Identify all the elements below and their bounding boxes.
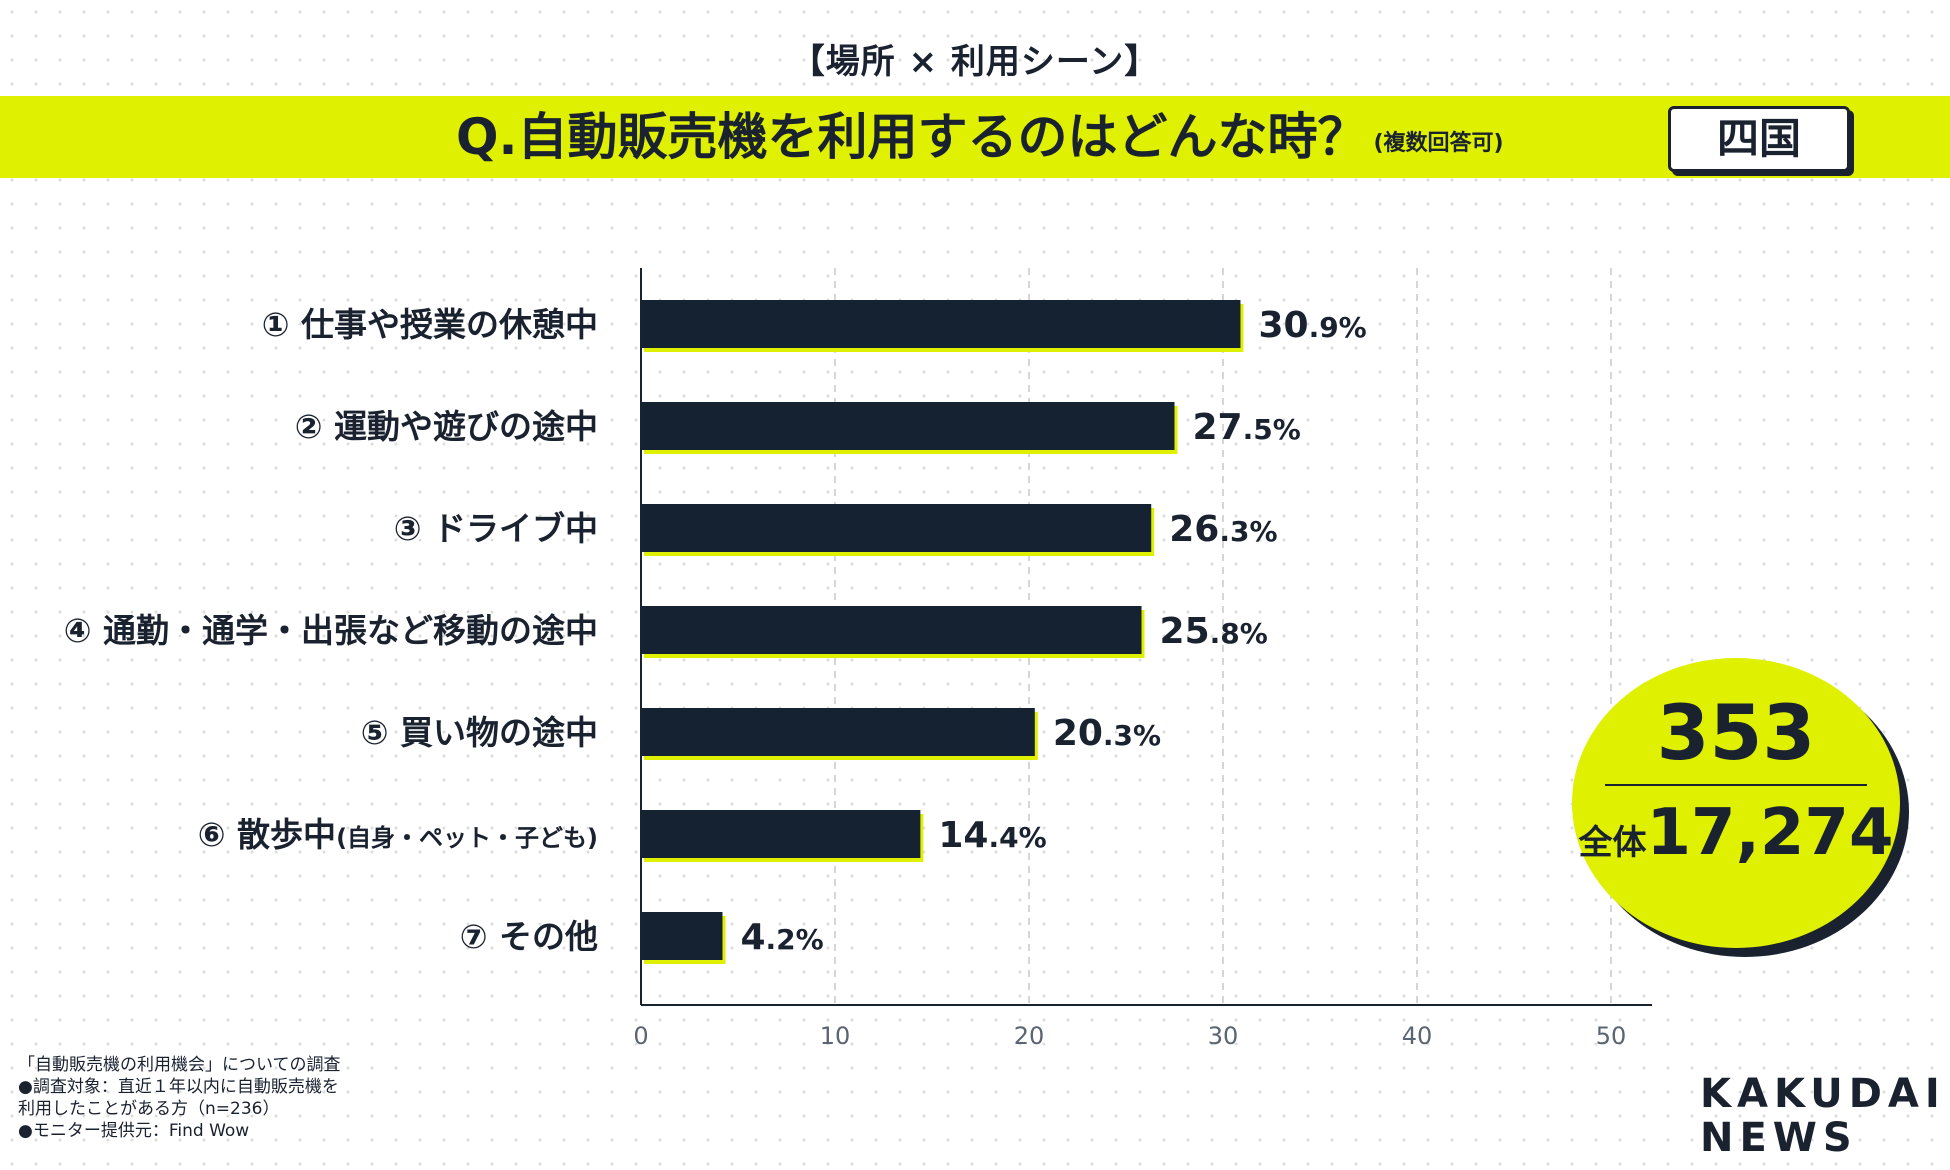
category-label: ④ 通勤・通学・出張など移動の途中 <box>64 611 598 650</box>
summary-divider <box>1605 784 1867 786</box>
question-text: Q.自動販売機を利用するのはどんな時？ <box>456 108 1368 166</box>
summary-total: 全体17,274 <box>1572 796 1900 870</box>
data-label: 27.5% <box>1193 407 1301 448</box>
data-label: 25.8% <box>1160 611 1268 652</box>
data-label: 30.9% <box>1258 305 1366 346</box>
data-label: 20.3% <box>1053 713 1161 754</box>
bar <box>641 810 921 858</box>
category-label: ③ ドライブ中 <box>394 509 598 548</box>
x-tick-label: 20 <box>1014 1022 1045 1050</box>
question-note: (複数回答可) <box>1373 131 1504 156</box>
category-label: ⑤ 買い物の途中 <box>361 713 598 752</box>
x-tick-label: 10 <box>820 1022 851 1050</box>
category-label: ① 仕事や授業の休憩中 <box>262 305 598 344</box>
region-badge: 四国 <box>1668 106 1850 172</box>
bar <box>641 402 1175 450</box>
data-label: 4.2% <box>740 917 823 958</box>
data-label: 14.4% <box>938 815 1046 856</box>
category-label: ⑥ 散歩中(自身・ペット・子ども) <box>198 815 598 854</box>
data-label: 26.3% <box>1169 509 1277 550</box>
footnotes: 「自動販売機の利用機会」についての調査 ●調査対象：直近１年以内に自動販売機を … <box>18 1054 341 1142</box>
question-banner <box>0 96 1950 178</box>
category-label: ⑦ その他 <box>460 917 598 956</box>
bar <box>641 606 1142 654</box>
logo-line-2: NEWS <box>1700 1115 1858 1161</box>
bar <box>641 300 1241 348</box>
question-title: Q.自動販売機を利用するのはどんな時？ (複数回答可) <box>456 96 1504 178</box>
footnote-line: 利用したことがある方（n=236） <box>18 1099 280 1119</box>
bar <box>641 504 1152 552</box>
footnote-line: 「自動販売機の利用機会」についての調査 <box>18 1055 341 1075</box>
bar <box>641 912 723 960</box>
x-tick-label: 0 <box>633 1022 648 1050</box>
summary-count: 353 <box>1656 688 1816 777</box>
summary-total-value: 17,274 <box>1646 796 1894 870</box>
footnote-line: ●調査対象：直近１年以内に自動販売機を <box>18 1077 339 1097</box>
logo-line-1: KAKUDAI <box>1700 1071 1946 1117</box>
section-tag: 【場所 × 利用シーン】 <box>790 42 1160 82</box>
footnote-line: ●モニター提供元：Find Wow <box>18 1121 250 1141</box>
x-tick-label: 40 <box>1402 1022 1433 1050</box>
kakudai-news-logo: KAKUDAI NEWS <box>1700 1072 1946 1160</box>
x-tick-label: 30 <box>1208 1022 1239 1050</box>
x-tick-label: 50 <box>1596 1022 1627 1050</box>
bar <box>641 708 1035 756</box>
summary-total-label: 全体 <box>1578 823 1647 863</box>
summary-circle <box>1572 658 1900 948</box>
category-label: ② 運動や遊びの途中 <box>295 407 598 446</box>
